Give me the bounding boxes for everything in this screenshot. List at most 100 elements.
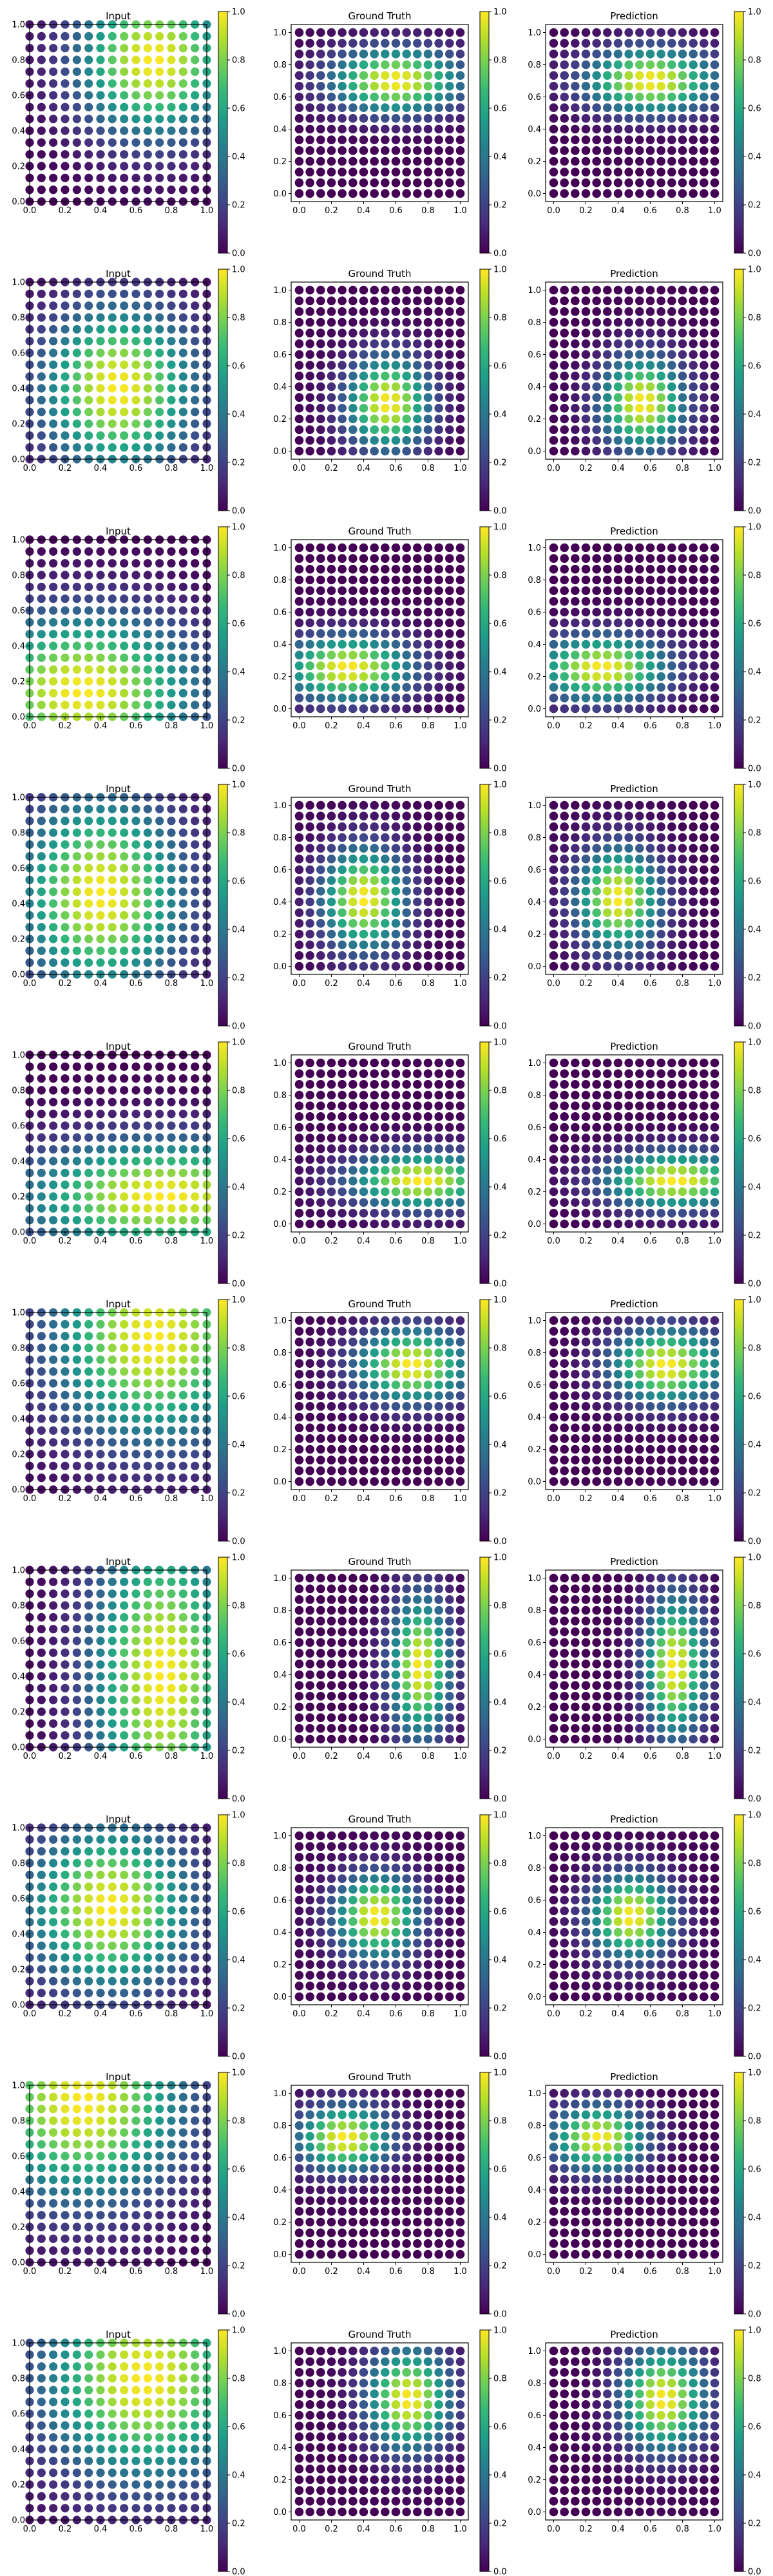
data-point	[581, 1133, 591, 1142]
data-point	[61, 887, 70, 896]
data-point	[423, 1058, 433, 1068]
data-point	[678, 704, 687, 714]
data-point	[678, 586, 687, 595]
data-point	[359, 1198, 368, 1207]
data-point	[413, 436, 422, 445]
x-tick-label: 0.0	[23, 721, 37, 731]
x-tick-label: 0.0	[547, 721, 560, 731]
data-point	[348, 50, 358, 59]
data-point	[700, 565, 709, 574]
data-point	[402, 661, 411, 670]
data-point	[61, 606, 70, 615]
data-point	[327, 661, 336, 670]
data-point	[316, 565, 325, 574]
data-point	[37, 185, 46, 194]
data-point	[143, 1450, 152, 1459]
data-point	[37, 419, 46, 428]
data-point	[560, 146, 569, 155]
data-point	[155, 431, 164, 440]
data-point	[413, 919, 422, 928]
data-point	[294, 672, 304, 681]
data-point	[84, 1074, 93, 1083]
data-point	[72, 606, 81, 615]
data-point	[120, 1461, 129, 1470]
y-tick-label: 0.8	[12, 1086, 25, 1096]
data-point	[96, 1062, 105, 1071]
data-point	[316, 1455, 325, 1464]
data-point	[84, 1110, 93, 1119]
data-point	[178, 606, 187, 615]
data-point	[560, 1177, 569, 1186]
data-point	[348, 908, 358, 917]
data-point	[108, 1180, 117, 1189]
data-point	[327, 361, 336, 370]
data-point	[560, 1122, 569, 1132]
data-point	[402, 672, 411, 681]
data-point	[560, 704, 569, 714]
data-point	[560, 919, 569, 928]
data-point	[710, 1166, 720, 1175]
data-point	[96, 360, 105, 369]
data-point	[72, 1097, 81, 1106]
data-point	[560, 372, 569, 381]
data-point	[613, 339, 623, 348]
x-tick-label: 0.0	[292, 721, 306, 731]
data-point	[402, 382, 411, 392]
data-point	[178, 1180, 187, 1189]
data-point	[370, 82, 379, 91]
data-point	[613, 361, 623, 370]
data-point	[316, 414, 325, 424]
data-point	[445, 1316, 454, 1325]
data-point	[167, 665, 176, 674]
data-point	[592, 543, 601, 553]
data-point	[84, 162, 93, 171]
data-point	[72, 852, 81, 861]
y-tick-label: 1.0	[12, 1309, 25, 1318]
data-point	[49, 1180, 58, 1189]
axes-frame	[291, 24, 469, 202]
data-point	[391, 543, 401, 553]
data-point	[603, 876, 612, 885]
data-point	[413, 1166, 422, 1175]
data-point	[592, 704, 601, 714]
data-point	[445, 1434, 454, 1443]
x-tick-label: 0.0	[547, 206, 560, 216]
data-point	[613, 1166, 623, 1175]
data-point	[549, 575, 558, 585]
data-point	[603, 328, 612, 337]
data-point	[108, 559, 117, 568]
data-point	[624, 146, 633, 155]
data-point	[305, 1402, 314, 1411]
data-point	[645, 1058, 655, 1068]
data-point	[689, 822, 698, 831]
data-point	[413, 639, 422, 649]
data-point	[455, 285, 465, 295]
y-tick-label: 0.0	[12, 1486, 25, 1495]
data-point	[391, 372, 401, 381]
data-point	[434, 1112, 443, 1121]
data-point	[49, 911, 58, 920]
data-point	[592, 694, 601, 703]
x-tick-label: 0.8	[165, 206, 178, 216]
data-point	[402, 650, 411, 659]
data-point	[592, 39, 601, 48]
data-point	[413, 897, 422, 907]
data-point	[571, 929, 580, 939]
data-point	[316, 865, 325, 875]
colorbar	[218, 1299, 228, 1542]
data-point	[96, 1121, 105, 1130]
data-point	[155, 1426, 164, 1435]
data-point	[549, 940, 558, 949]
colorbar	[479, 526, 490, 769]
x-tick-label: 0.4	[94, 721, 108, 731]
colorbar-tick-label: 0.8	[493, 56, 507, 66]
data-point	[191, 1145, 200, 1154]
data-point	[327, 704, 336, 714]
colorbar-tick-label: 0.4	[748, 925, 761, 935]
data-point	[96, 852, 105, 861]
data-point	[391, 350, 401, 359]
data-point	[108, 1145, 117, 1154]
data-point	[294, 1122, 304, 1132]
data-point	[678, 60, 687, 70]
data-point	[391, 1412, 401, 1422]
